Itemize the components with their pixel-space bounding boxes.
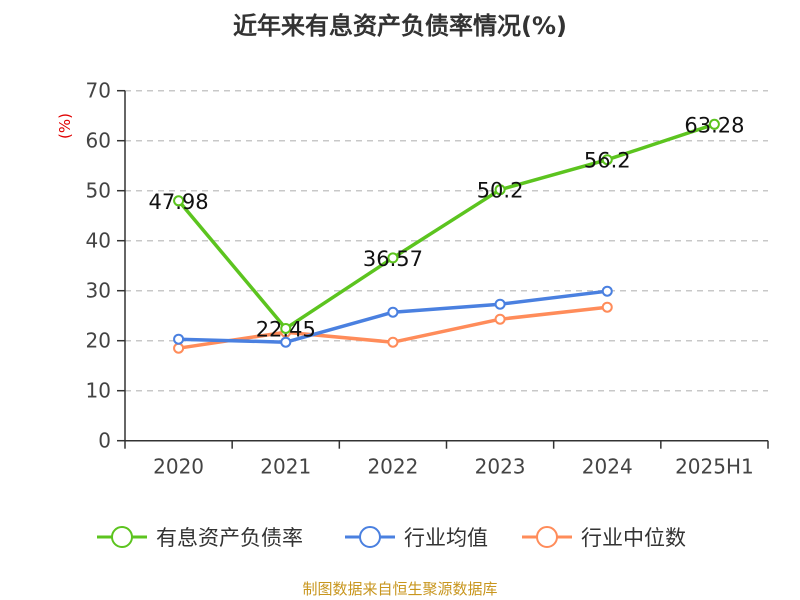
legend-label: 行业均值 — [404, 526, 488, 550]
y-tick-label: 50 — [86, 179, 111, 203]
data-label: 63.28 — [684, 113, 744, 137]
data-point — [601, 285, 613, 297]
data-label: 22.45 — [256, 317, 316, 341]
data-point — [387, 252, 399, 264]
chart-title: 近年来有息资产负债率情况(%) — [233, 12, 567, 40]
legend-label: 行业中位数 — [581, 526, 686, 550]
data-point — [708, 118, 720, 130]
data-point — [494, 184, 506, 196]
data-point — [280, 322, 292, 334]
data-label: 36.57 — [363, 247, 423, 271]
data-point — [173, 342, 185, 354]
y-tick-label: 20 — [86, 329, 111, 353]
x-tick-label: 2022 — [367, 455, 418, 479]
data-label: 47.98 — [149, 190, 209, 214]
y-tick-label: 30 — [86, 279, 111, 303]
data-point — [494, 313, 506, 325]
x-tick-label: 2025H1 — [675, 455, 754, 479]
y-tick-label: 70 — [86, 79, 111, 103]
data-label: 50.2 — [477, 179, 524, 203]
x-tick-label: 2021 — [260, 455, 311, 479]
data-point — [280, 336, 292, 348]
legend-marker — [111, 526, 133, 548]
data-point — [494, 298, 506, 310]
x-tick-label: 2024 — [582, 455, 633, 479]
y-tick-label: 40 — [86, 229, 111, 253]
data-point — [601, 154, 613, 166]
data-point — [173, 333, 185, 345]
legend-marker — [359, 526, 381, 548]
data-point — [601, 301, 613, 313]
legend-label: 有息资产负债率 — [156, 526, 303, 550]
y-tick-label: 0 — [98, 429, 111, 453]
series-line — [177, 122, 715, 331]
source-note: 制图数据来自恒生聚源数据库 — [302, 580, 498, 598]
data-point — [387, 336, 399, 348]
data-point — [173, 195, 185, 207]
y-tick-label: 10 — [86, 379, 111, 403]
y-axis-label: (%) — [56, 113, 74, 139]
y-tick-label: 60 — [86, 129, 111, 153]
data-label: 56.2 — [584, 149, 631, 173]
x-tick-label: 2023 — [475, 455, 526, 479]
legend-marker — [536, 526, 558, 548]
data-point — [387, 306, 399, 318]
x-tick-label: 2020 — [153, 455, 204, 479]
